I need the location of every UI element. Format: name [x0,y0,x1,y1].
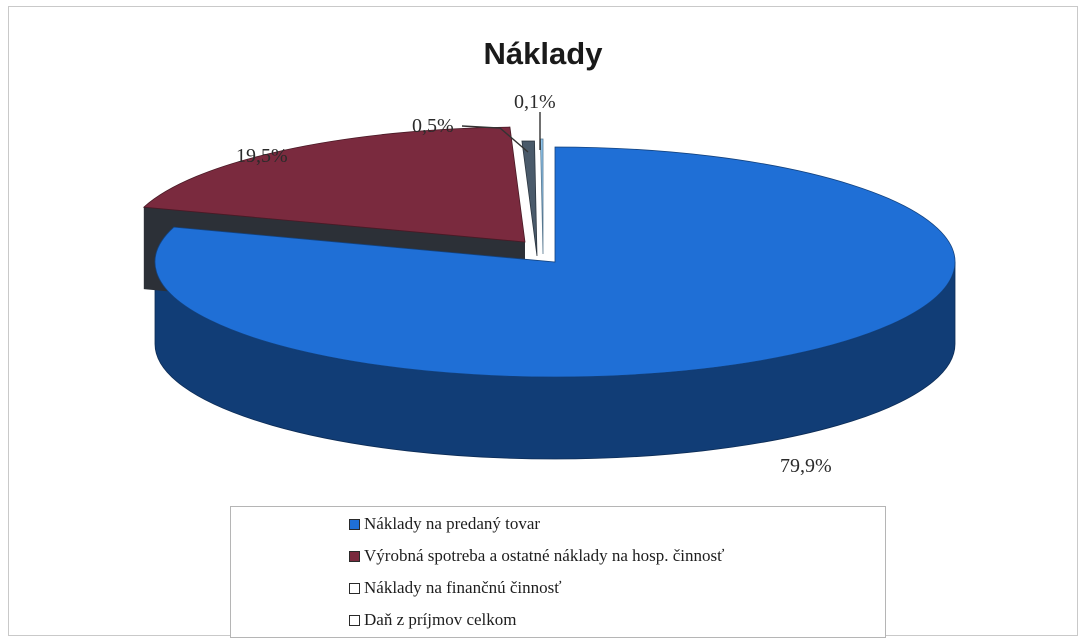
legend-swatch [349,614,360,626]
data-label-0: 79,9% [780,455,832,477]
slice-2 [521,140,538,257]
slice-3 [540,138,544,255]
legend-label: Daň z príjmov celkom [364,610,517,629]
legend-swatch [349,582,360,594]
legend-item: Daň z príjmov celkom [349,609,517,631]
data-label-1: 19,5% [236,145,288,167]
legend-item: Náklady na predaný tovar [349,513,540,535]
legend-swatch [349,550,360,562]
legend-label: Náklady na finančnú činnosť [364,578,562,597]
slice-0 [154,146,956,378]
legend-swatch [349,518,360,530]
slice-1 [142,126,526,243]
legend-label: Náklady na predaný tovar [364,514,541,533]
chart-title: Náklady [483,36,603,71]
legend: Náklady na predaný tovar Výrobná spotreba… [230,506,886,638]
data-label-2: 0,5% [412,115,454,137]
legend-item: Náklady na finančnú činnosť [349,577,562,599]
data-label-3: 0,1% [514,91,556,113]
leader-line-2 [461,125,529,153]
legend-label: Výrobná spotreba a ostatné náklady na ho… [364,546,725,565]
legend-item: Výrobná spotreba a ostatné náklady na ho… [349,545,724,567]
pie-chart: 79,9% 19,5% 0,5% 0,1% [142,91,956,477]
